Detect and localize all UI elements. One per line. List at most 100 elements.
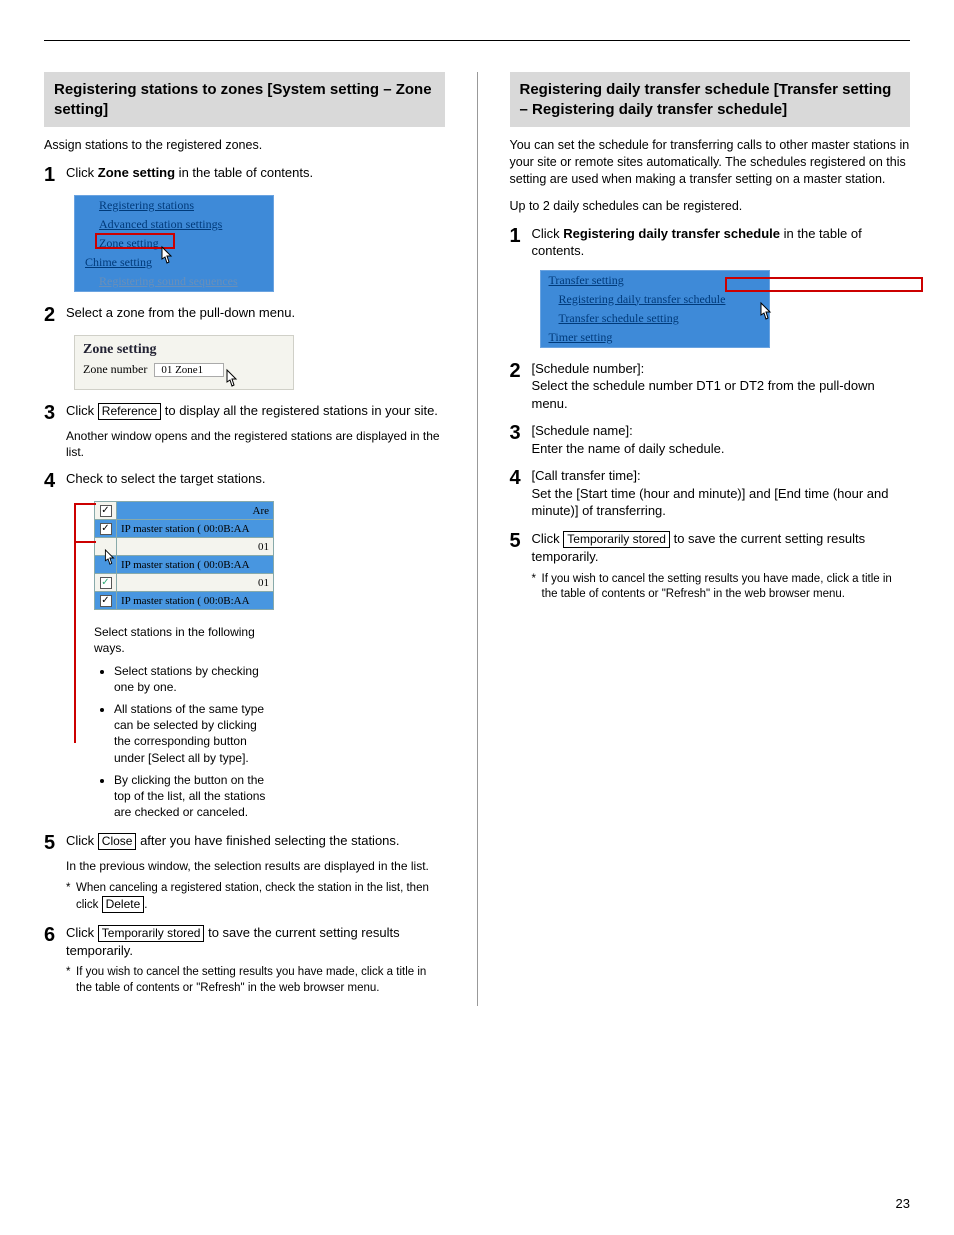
- bold-text: Registering daily transfer schedule: [563, 226, 780, 241]
- text: .: [144, 899, 147, 911]
- asterisk: *: [66, 965, 76, 996]
- panel-title: Zone setting: [83, 342, 285, 358]
- left-intro: Assign stations to the registered zones.: [44, 137, 445, 154]
- button-label: Reference: [98, 403, 161, 420]
- text: Check to select the target stations.: [66, 471, 265, 486]
- sub-text: In the previous window, the selection re…: [66, 858, 445, 874]
- table-cell: 01: [117, 538, 274, 556]
- step-body: [Schedule name]: Enter the name of daily…: [532, 422, 911, 457]
- note: * If you wish to cancel the setting resu…: [66, 965, 445, 996]
- sub-text: Another window opens and the registered …: [66, 428, 445, 460]
- text: Click: [532, 226, 564, 241]
- text: Click: [66, 403, 98, 418]
- station-table: ✓Are ✓IP master station ( 00:0B:AA 01 IP…: [94, 501, 274, 610]
- step-number: 3: [510, 422, 532, 457]
- step-number: 4: [510, 467, 532, 520]
- step-label: [Call transfer time]:: [532, 467, 911, 485]
- left-section-title: Registering stations to zones [System se…: [44, 72, 445, 127]
- step-number: 5: [44, 832, 66, 913]
- table-cell: IP master station ( 00:0B:AA: [117, 556, 274, 574]
- toc-screenshot: Registering stations Advanced station se…: [74, 195, 274, 292]
- text: to display all the registered stations i…: [161, 403, 438, 418]
- text: Click: [66, 165, 98, 180]
- bullet-list: Select stations by checking one by one. …: [114, 663, 274, 821]
- text: Click: [532, 531, 564, 546]
- step-number: 1: [510, 225, 532, 260]
- step-1: 1 Click Zone setting in the table of con…: [44, 164, 445, 185]
- top-rule: [44, 40, 910, 41]
- field-row: Zone number 01 Zone1: [83, 362, 285, 377]
- button-label: Temporarily stored: [563, 531, 670, 548]
- toc-item: Transfer schedule setting: [541, 309, 769, 328]
- step-number: 1: [44, 164, 66, 185]
- note-text: If you wish to cancel the setting result…: [76, 965, 445, 996]
- step-text: Enter the name of daily schedule.: [532, 440, 911, 458]
- step-2: 2 [Schedule number]: Select the schedule…: [510, 360, 911, 413]
- step-number: 4: [44, 470, 66, 491]
- step-body: Check to select the target stations.: [66, 470, 445, 491]
- table-cell: IP master station ( 00:0B:AA: [117, 520, 274, 538]
- note-text: When canceling a registered station, che…: [76, 881, 445, 914]
- toc-item-highlighted: Zone setting: [75, 234, 273, 253]
- button-label: Delete: [102, 896, 145, 913]
- field-label: Zone number: [83, 362, 147, 376]
- sub-text: Select stations in the following ways.: [94, 624, 274, 656]
- step-body: [Schedule number]: Select the schedule n…: [532, 360, 911, 413]
- step-5: 5 Click Temporarily stored to save the c…: [510, 530, 911, 603]
- step-3: 3 [Schedule name]: Enter the name of dai…: [510, 422, 911, 457]
- step-body: Select a zone from the pull-down menu.: [66, 304, 445, 325]
- table-cell: IP master station ( 00:0B:AA: [117, 592, 274, 610]
- step-label: [Schedule number]:: [532, 360, 911, 378]
- step-body: Click Temporarily stored to save the cur…: [532, 530, 911, 603]
- toc-label: Registering daily transfer schedule: [559, 292, 726, 306]
- note-text: If you wish to cancel the setting result…: [542, 572, 911, 603]
- note: * If you wish to cancel the setting resu…: [532, 572, 911, 603]
- step-number: 2: [510, 360, 532, 413]
- step-1: 1 Click Registering daily transfer sched…: [510, 225, 911, 260]
- red-connector: [74, 503, 96, 543]
- table-cell: 01: [117, 574, 274, 592]
- asterisk: *: [532, 572, 542, 603]
- right-section-title: Registering daily transfer schedule [Tra…: [510, 72, 911, 127]
- step-body: Click Registering daily transfer schedul…: [532, 225, 911, 260]
- list-item: All stations of the same type can be sel…: [114, 701, 274, 766]
- step-body: Click Zone setting in the table of conte…: [66, 164, 445, 185]
- step-number: 5: [510, 530, 532, 603]
- step-5: 5 Click Close after you have finished se…: [44, 832, 445, 913]
- col-header: Are: [117, 502, 274, 520]
- station-list-screenshot: ✓Are ✓IP master station ( 00:0B:AA 01 IP…: [74, 501, 274, 820]
- step-2: 2 Select a zone from the pull-down menu.: [44, 304, 445, 325]
- left-column: Registering stations to zones [System se…: [44, 72, 463, 1006]
- red-highlight-box: [725, 277, 923, 292]
- text: Click: [66, 833, 98, 848]
- column-divider: [477, 72, 478, 1006]
- toc-item: Advanced station settings: [75, 215, 273, 234]
- step-4: 4 [Call transfer time]: Set the [Start t…: [510, 467, 911, 520]
- step-number: 2: [44, 304, 66, 325]
- button-label: Close: [98, 833, 137, 850]
- bold-text: Zone setting: [98, 165, 175, 180]
- right-column: Registering daily transfer schedule [Tra…: [492, 72, 911, 1006]
- page: Registering stations to zones [System se…: [0, 0, 954, 1235]
- text: after you have finished selecting the st…: [136, 833, 399, 848]
- step-body: Click Reference to display all the regis…: [66, 402, 445, 460]
- transfer-toc-screenshot: Transfer setting Registering daily trans…: [540, 270, 770, 348]
- list-item: By clicking the button on the top of the…: [114, 772, 274, 821]
- step-number: 6: [44, 924, 66, 997]
- text: in the table of contents.: [175, 165, 313, 180]
- step-label: [Schedule name]:: [532, 422, 911, 440]
- toc-label: Transfer schedule setting: [559, 311, 679, 325]
- toc-item-highlighted: Registering daily transfer schedule: [541, 290, 769, 309]
- toc-item: Registering sound sequences: [75, 272, 273, 291]
- text: Click: [66, 925, 98, 940]
- zone-setting-screenshot: Zone setting Zone number 01 Zone1: [74, 335, 294, 390]
- asterisk: *: [66, 881, 76, 914]
- step-4: 4 Check to select the target stations.: [44, 470, 445, 491]
- right-intro-2: Up to 2 daily schedules can be registere…: [510, 198, 911, 215]
- toc-item: Timer setting: [541, 328, 769, 347]
- step-6: 6 Click Temporarily stored to save the c…: [44, 924, 445, 997]
- step-text: Select the schedule number DT1 or DT2 fr…: [532, 377, 911, 412]
- page-number: 23: [896, 1196, 910, 1211]
- list-item: Select stations by checking one by one.: [114, 663, 274, 695]
- step-3: 3 Click Reference to display all the reg…: [44, 402, 445, 460]
